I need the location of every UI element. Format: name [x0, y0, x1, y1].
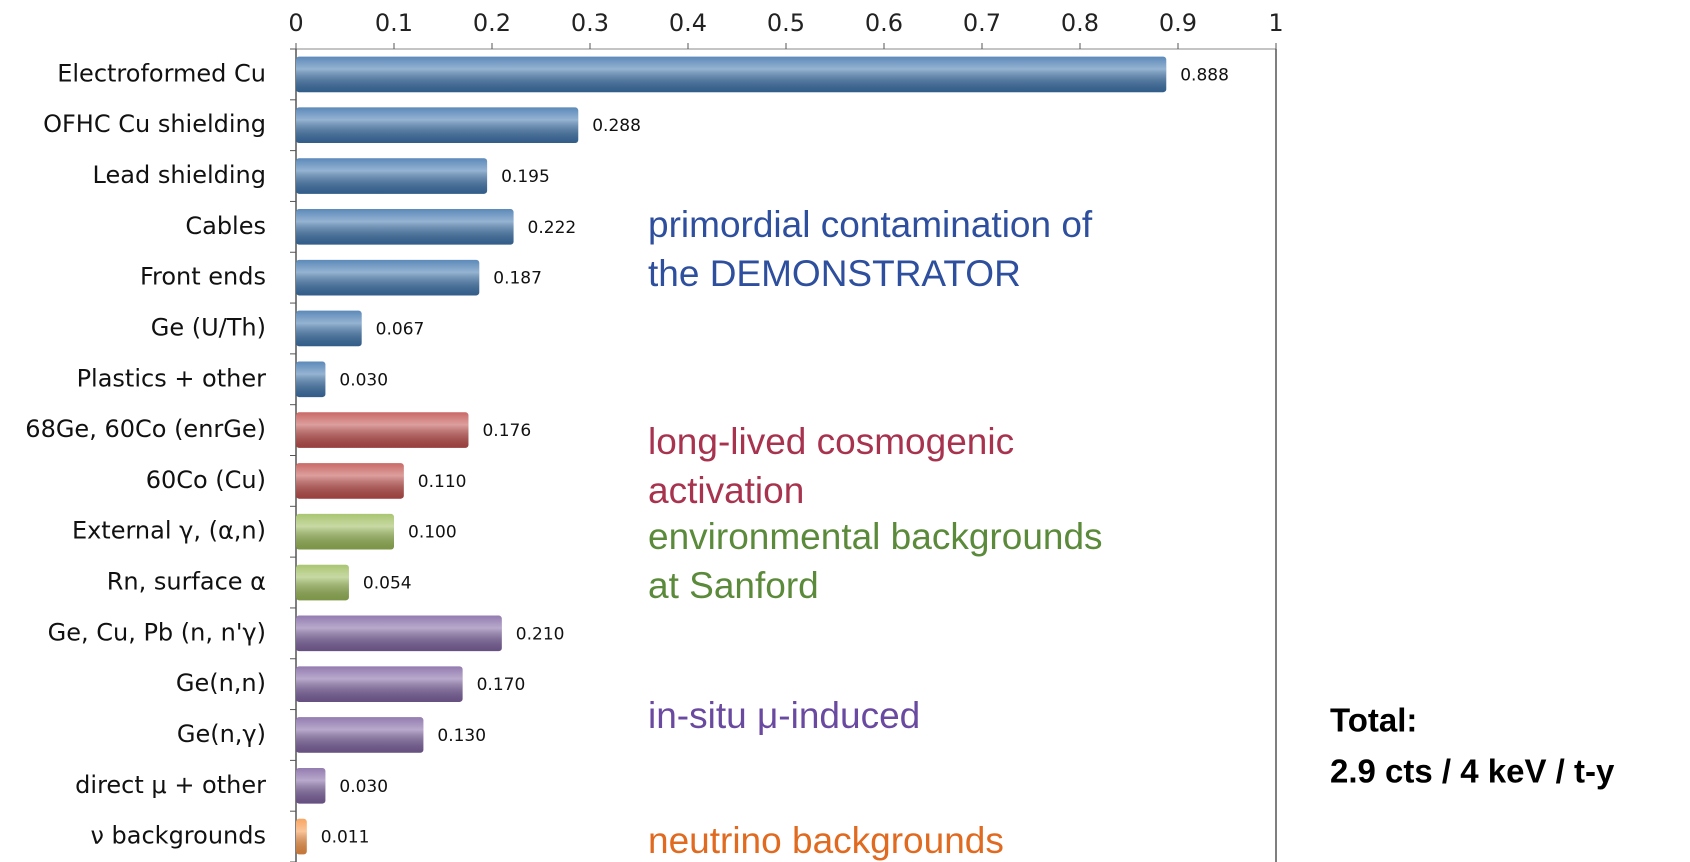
value-label: 0.210	[516, 624, 565, 644]
category-label: Ge(n,γ)	[177, 720, 266, 748]
x-tick-label: 0.3	[571, 9, 609, 37]
annotation: primordial contamination of	[648, 204, 1093, 245]
value-label: 0.195	[501, 167, 550, 187]
bar-gloss	[296, 107, 579, 144]
value-label: 0.067	[376, 319, 425, 339]
x-tick-label: 0.8	[1061, 9, 1099, 37]
annotation: long-lived cosmogenic	[648, 421, 1014, 462]
value-label: 0.054	[363, 574, 412, 594]
x-tick-label: 0.5	[767, 9, 805, 37]
bar-gloss	[296, 818, 307, 855]
value-label: 0.888	[1180, 65, 1229, 85]
value-label: 0.011	[321, 828, 370, 848]
bar-gloss	[296, 56, 1167, 93]
bar-gloss	[296, 158, 488, 194]
category-label: 60Co (Cu)	[146, 466, 266, 494]
value-label: 0.222	[528, 218, 577, 238]
bar-gloss	[296, 412, 469, 448]
x-tick-label: 0.9	[1159, 9, 1197, 37]
category-label: Plastics + other	[77, 364, 267, 392]
value-label: 0.030	[339, 777, 388, 797]
bar-gloss	[296, 310, 362, 347]
x-tick-label: 1	[1268, 9, 1283, 37]
value-label: 0.130	[437, 726, 486, 746]
category-label: Ge(n,n)	[176, 669, 266, 697]
value-label: 0.170	[477, 675, 526, 695]
bar-gloss	[296, 259, 480, 296]
bar-gloss	[296, 767, 326, 804]
annotation: the DEMONSTRATOR	[648, 253, 1021, 294]
x-tick-label: 0.2	[473, 9, 511, 37]
category-label: Front ends	[140, 263, 266, 291]
bar-gloss	[296, 513, 394, 550]
category-label: OFHC Cu shielding	[43, 110, 266, 138]
x-tick-label: 0.4	[669, 9, 707, 37]
x-tick-label: 0.1	[375, 9, 413, 37]
category-label: ν backgrounds	[91, 822, 267, 850]
category-label: External γ, (α,n)	[72, 517, 266, 545]
x-tick-label: 0.7	[963, 9, 1001, 37]
annotation: neutrino backgrounds	[648, 820, 1004, 861]
category-label: direct μ + other	[75, 771, 266, 799]
category-label: Ge (U/Th)	[151, 313, 266, 341]
category-label: Ge, Cu, Pb (n, n'γ)	[48, 618, 266, 646]
annotation: in-situ μ-induced	[648, 695, 920, 736]
category-label: Cables	[185, 212, 266, 240]
value-label: 0.176	[482, 421, 531, 441]
bar-gloss	[296, 615, 502, 652]
value-label: 0.187	[493, 269, 542, 289]
total-text: Total:	[1330, 702, 1417, 739]
total-text: 2.9 cts / 4 keV / t-y	[1330, 753, 1615, 790]
value-label: 0.100	[408, 523, 457, 543]
annotation: at Sanford	[648, 565, 819, 606]
bar-gloss	[296, 717, 424, 753]
bar-gloss	[296, 361, 326, 398]
x-tick-label: 0.6	[865, 9, 903, 37]
x-tick-label: 0	[288, 9, 303, 37]
category-label: Electroformed Cu	[57, 59, 266, 87]
bar-gloss	[296, 209, 514, 245]
value-label: 0.110	[418, 472, 467, 492]
bar-gloss	[296, 564, 349, 601]
category-label: Lead shielding	[93, 161, 266, 189]
category-label: 68Ge, 60Co (enrGe)	[25, 415, 266, 443]
bar-gloss	[296, 463, 404, 499]
value-label: 0.030	[339, 370, 388, 390]
annotation: environmental backgrounds	[648, 516, 1103, 557]
annotation: activation	[648, 470, 804, 511]
bar-gloss	[296, 666, 463, 702]
category-label: Rn, surface α	[107, 568, 266, 596]
value-label: 0.288	[592, 116, 641, 136]
